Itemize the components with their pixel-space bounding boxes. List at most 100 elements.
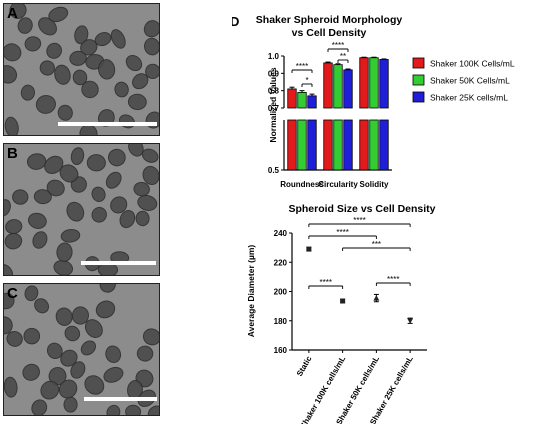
spheroid <box>103 366 124 383</box>
spheroid <box>91 186 106 202</box>
spheroid <box>4 263 14 275</box>
spheroid <box>107 148 126 167</box>
spheroid <box>4 199 11 217</box>
spheroid <box>5 219 23 235</box>
spheroid <box>142 165 159 185</box>
spheroid <box>71 306 89 325</box>
spheroid <box>143 20 159 38</box>
chart-d-title: Shaker Spheroid Morphology <box>256 14 403 26</box>
chart-d-bar-upper <box>333 64 343 109</box>
micrograph-panel-a: A <box>3 3 160 136</box>
chart-e-point <box>340 298 346 304</box>
micrograph-image-c <box>4 284 159 415</box>
spheroid <box>72 69 88 86</box>
spheroid <box>137 194 158 211</box>
spheroid <box>12 189 29 205</box>
chart-d-bar-lower <box>359 119 369 171</box>
spheroid <box>86 154 106 172</box>
chart-e-title: Spheroid Size vs Cell Density <box>288 203 435 215</box>
spheroid <box>32 231 48 249</box>
chart-d-bar-upper <box>297 92 307 109</box>
spheroid <box>144 37 159 56</box>
panel-label-b: B <box>7 145 18 162</box>
spheroid <box>98 59 116 80</box>
spheroid <box>69 50 87 66</box>
chart-d-legend-swatch <box>412 57 425 69</box>
chart-d-bar-upper <box>359 57 369 109</box>
chart-d-bar-lower <box>323 119 333 171</box>
spheroid <box>54 64 71 85</box>
spheroid <box>4 43 22 62</box>
spheroid <box>145 63 159 80</box>
chart-e-point <box>373 295 380 301</box>
panel-label-a: A <box>7 5 18 22</box>
chart-d-subtitle: vs Cell Density <box>292 27 367 39</box>
spheroid <box>28 212 47 229</box>
chart-d-bar-lower <box>333 119 343 171</box>
chart-d-ytick-label: 0.5 <box>268 166 280 175</box>
spheroid <box>22 363 40 381</box>
spheroid <box>57 104 73 121</box>
spheroid <box>39 60 55 76</box>
chart-d-legend-swatch <box>412 74 425 86</box>
spheroid <box>145 111 159 129</box>
spheroid <box>133 181 150 197</box>
chart-d-ylabel: Normalized Values <box>268 67 278 142</box>
chart-d-sig-label: **** <box>332 41 344 50</box>
spheroid <box>9 4 27 19</box>
spheroid <box>70 361 86 379</box>
chart-d-sig-label: * <box>305 76 308 85</box>
chart-e-ytick-label: 200 <box>274 288 288 297</box>
spheroid <box>106 404 121 415</box>
spheroid <box>110 196 128 214</box>
spheroid <box>4 65 18 84</box>
spheroid <box>136 345 154 362</box>
panel-label-c: C <box>7 285 18 302</box>
spheroid <box>40 380 60 400</box>
chart-d-bar-upper <box>379 59 389 109</box>
spheroid <box>55 307 73 326</box>
spheroid <box>91 206 107 223</box>
spheroid <box>135 210 150 227</box>
micrograph-image-b <box>4 144 159 275</box>
spheroid <box>4 376 18 398</box>
chart-d-legend-label: Shaker 50K Cells/mL <box>430 76 510 86</box>
spheroid <box>105 171 122 189</box>
chart-e-point <box>306 246 312 252</box>
chart-e-size: E Spheroid Size vs Cell Density Average … <box>246 203 436 424</box>
chart-d-xtick-label: Roundness <box>280 180 324 189</box>
chart-d-legend-swatch <box>412 91 425 103</box>
chart-e-sig-label: *** <box>372 240 381 249</box>
spheroid <box>46 42 62 59</box>
spheroid <box>20 84 35 101</box>
spheroid <box>4 316 13 335</box>
micrograph-image-a <box>4 4 159 135</box>
chart-d-xtick-label: Solidity <box>360 180 389 189</box>
chart-d-legend-label: Shaker 100K Cells/mL <box>430 59 515 69</box>
spheroid <box>94 32 112 47</box>
spheroid <box>80 340 97 356</box>
spheroid <box>35 94 56 114</box>
spheroid <box>84 375 105 395</box>
spheroid <box>34 298 50 314</box>
chart-e-ytick-label: 220 <box>274 258 288 267</box>
spheroid <box>44 155 64 174</box>
spheroid <box>119 210 136 229</box>
chart-d-bar-lower <box>297 119 307 171</box>
spheroid <box>33 189 52 205</box>
chart-d-xtick-label: Circularity <box>318 180 358 189</box>
scale-bar-a <box>58 122 157 126</box>
chart-d-bar-upper <box>369 57 379 109</box>
chart-d-bar-upper <box>323 62 333 109</box>
chart-d-ytick-label: 0.7 <box>268 104 280 113</box>
spheroid <box>99 284 116 293</box>
chart-e-sig-label: **** <box>353 216 365 225</box>
spheroid <box>17 17 33 34</box>
spheroid <box>6 330 23 347</box>
spheroid <box>125 404 142 415</box>
chart-d-ytick-label: 0.9 <box>268 69 280 78</box>
chart-d-ytick-label: 1.0 <box>268 52 280 61</box>
spheroid <box>46 179 65 197</box>
spheroid <box>84 319 103 338</box>
scale-bar-b <box>81 261 156 265</box>
